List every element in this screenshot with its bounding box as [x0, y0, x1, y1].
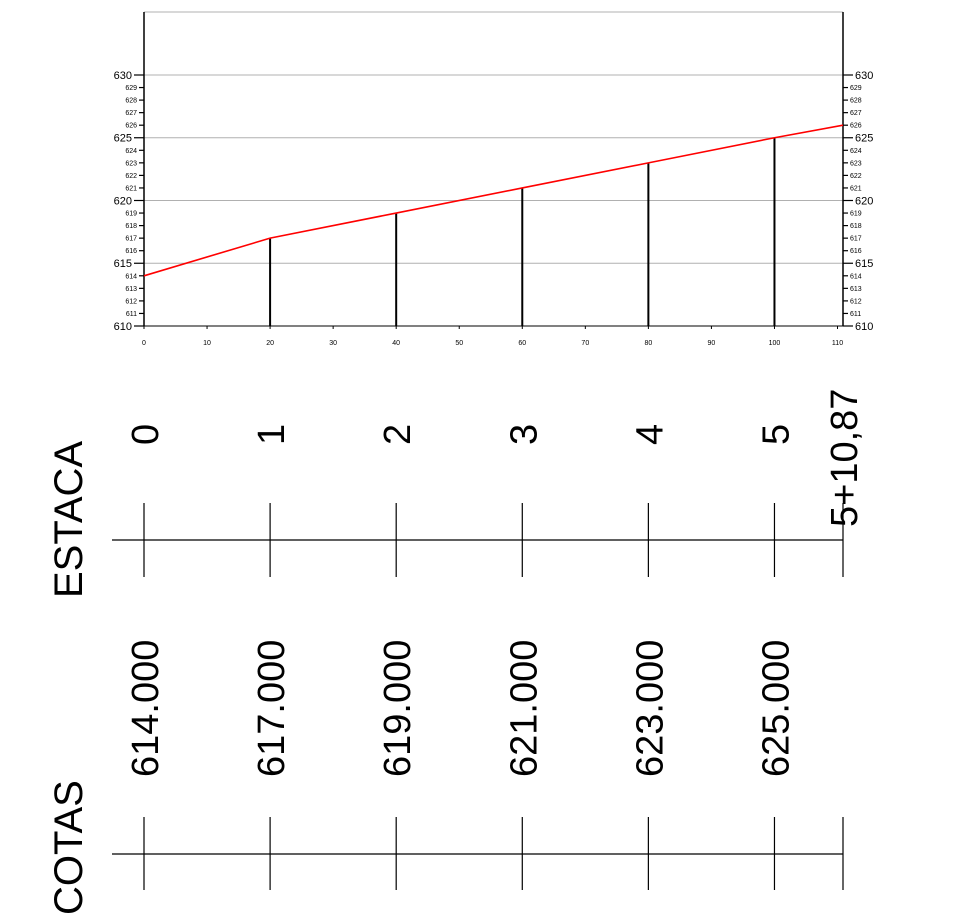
x-tick-label: 30	[329, 340, 337, 347]
cota-value: 625.000	[755, 640, 797, 777]
x-tick-label: 20	[266, 340, 274, 347]
y-ticks: 610 610 615 615 620 620 625 625 630 630 611 611 612 6…	[114, 70, 874, 333]
x-tick-label: 110	[832, 340, 843, 347]
cota-value: 619.000	[377, 640, 419, 777]
y-tick-label-right: 623	[850, 160, 862, 167]
x-tick-label: 0	[142, 340, 146, 347]
y-tick-label-left: 622	[125, 173, 137, 180]
y-tick-label-left: 624	[125, 148, 137, 155]
y-tick-label-left: 629	[125, 85, 137, 92]
y-tick-label-left: 614	[125, 273, 137, 280]
y-tick-label-left: 615	[114, 258, 132, 270]
estaca-value: 1	[251, 424, 293, 445]
y-tick-label-right: 615	[855, 258, 873, 270]
cota-value: 614.000	[125, 640, 167, 777]
terrain-profile-line	[143, 124, 844, 277]
y-tick-label-left: 628	[125, 98, 137, 105]
y-tick-label-right: 628	[850, 98, 862, 105]
y-tick-label-right: 618	[850, 223, 862, 230]
y-tick-label-right: 620	[855, 195, 873, 207]
y-tick-label-left: 620	[114, 195, 132, 207]
y-tick-label-left: 613	[125, 286, 137, 293]
estaca-value: 5+10,87	[824, 389, 866, 527]
y-tick-label-right: 614	[850, 273, 862, 280]
y-tick-label-left: 619	[125, 211, 137, 218]
y-tick-label-right: 625	[855, 133, 873, 145]
y-tick-label-left: 626	[125, 123, 137, 130]
estaca-label: ESTACA	[47, 441, 91, 598]
y-tick-label-left: 617	[125, 236, 137, 243]
y-tick-label-left: 621	[125, 185, 137, 192]
y-tick-label-right: 612	[850, 298, 862, 305]
estaca-value: 5	[755, 424, 797, 445]
estaca-values: 0 1 2 3 4 5 5+10,87	[125, 389, 866, 527]
cota-value: 617.000	[251, 640, 293, 777]
y-tick-label-right: 621	[850, 185, 862, 192]
profile-table: ESTACA COTAS 0 1 2 3 4 5 5+10,87 614.000 617.00…	[47, 389, 866, 915]
estaca-value: 2	[377, 424, 419, 445]
y-tick-label-left: 625	[114, 133, 132, 145]
x-tick-label: 50	[455, 340, 463, 347]
x-tick-label: 10	[203, 340, 211, 347]
x-tick-label: 80	[644, 340, 652, 347]
y-tick-label-left: 627	[125, 110, 137, 117]
x-tick-label: 60	[518, 340, 526, 347]
stake-lines	[269, 137, 776, 326]
y-tick-label-right: 626	[850, 123, 862, 130]
y-tick-label-left: 618	[125, 223, 137, 230]
estaca-value: 4	[629, 424, 671, 445]
y-tick-label-left: 610	[114, 321, 132, 333]
y-tick-label-right: 613	[850, 286, 862, 293]
y-tick-label-right: 611	[850, 311, 861, 318]
cotas-label: COTAS	[47, 780, 91, 915]
y-tick-label-right: 629	[850, 85, 862, 92]
x-tick-label: 70	[581, 340, 589, 347]
estaca-value: 0	[125, 424, 167, 445]
y-tick-label-right: 630	[855, 70, 873, 82]
estaca-value: 3	[503, 424, 545, 445]
y-tick-label-left: 612	[125, 298, 137, 305]
cota-value: 621.000	[503, 640, 545, 777]
y-tick-label-right: 619	[850, 211, 862, 218]
y-tick-label-right: 610	[855, 321, 873, 333]
cotas-ruler	[112, 817, 844, 890]
y-tick-label-right: 622	[850, 173, 862, 180]
x-tick-label: 90	[708, 340, 716, 347]
cota-values: 614.000 617.000 619.000 621.000 623.000 625.0…	[125, 640, 797, 777]
y-tick-label-left: 623	[125, 160, 137, 167]
y-tick-label-left: 611	[126, 311, 137, 318]
y-tick-label-right: 617	[850, 236, 862, 243]
y-tick-label-left: 616	[125, 248, 137, 255]
chart-frame	[143, 12, 844, 327]
y-tick-label-left: 630	[114, 70, 132, 82]
x-ticks: 0 10 20 30 40 50 60 70 80 90 100 110	[142, 326, 843, 347]
y-tick-label-right: 616	[850, 248, 862, 255]
cota-value: 623.000	[629, 640, 671, 777]
chart-grid	[144, 11, 843, 264]
y-tick-label-right: 627	[850, 110, 862, 117]
x-tick-label: 100	[769, 340, 781, 347]
y-tick-label-right: 624	[850, 148, 862, 155]
x-tick-label: 40	[392, 340, 400, 347]
estaca-ruler	[112, 503, 844, 577]
